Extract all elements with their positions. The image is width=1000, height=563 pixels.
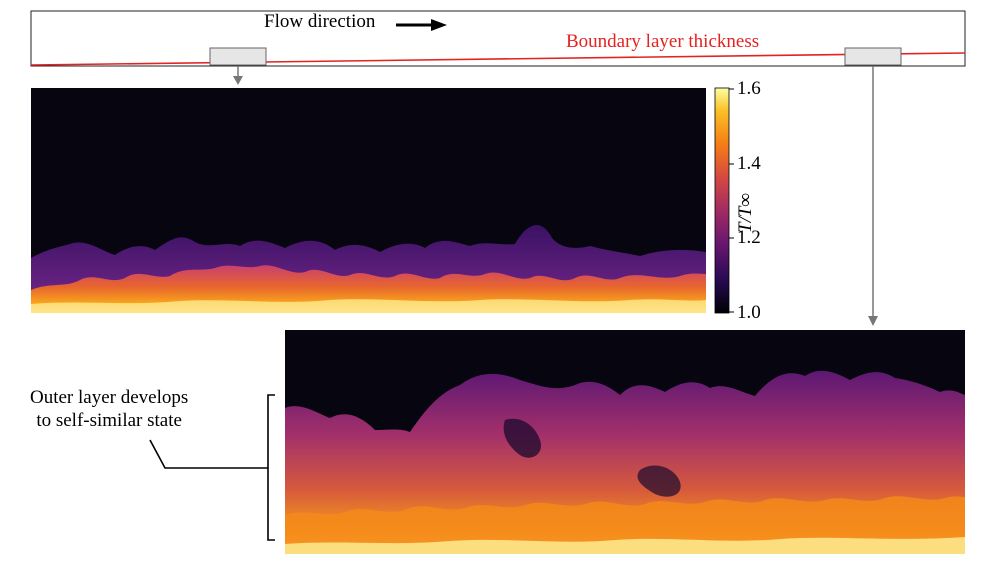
annotation-line-1: Outer layer develops: [30, 387, 189, 408]
colorbar-tick-label: 1.4: [737, 153, 761, 174]
downstream-field-panel: [285, 330, 965, 554]
upstream-wall-glow: [31, 299, 706, 313]
colorbar-tick-label: 1.2: [737, 227, 761, 248]
colorbar-tick-label: 1.6: [737, 78, 761, 99]
downstream-dark-gap-2: [637, 465, 681, 497]
connector-arrow-downstream: [868, 66, 878, 326]
annotation-line-2: to self-similar state: [36, 410, 182, 431]
downstream-dark-gap: [503, 418, 541, 458]
flow-direction-label: Flow direction: [264, 11, 376, 32]
colorbar-ticks: [729, 88, 734, 313]
flow-arrow-icon: [396, 19, 447, 31]
zoom-window-downstream: [844, 47, 902, 66]
upstream-field-panel: [31, 88, 706, 313]
zoom-window-upstream: [209, 47, 267, 66]
overview-box: [30, 10, 966, 67]
boundary-layer-line: [30, 52, 966, 66]
boundary-layer-label: Boundary layer thickness: [566, 31, 760, 52]
downstream-wall-glow: [285, 537, 965, 554]
colorbar: [714, 87, 730, 314]
annotation-text: Outer layer develops to self-similar sta…: [30, 386, 188, 432]
colorbar-title: T/T∞: [735, 193, 756, 233]
connector-arrow-upstream: [233, 66, 243, 85]
colorbar-tick-label: 1.0: [737, 302, 761, 323]
annotation-bracket: [149, 394, 275, 541]
